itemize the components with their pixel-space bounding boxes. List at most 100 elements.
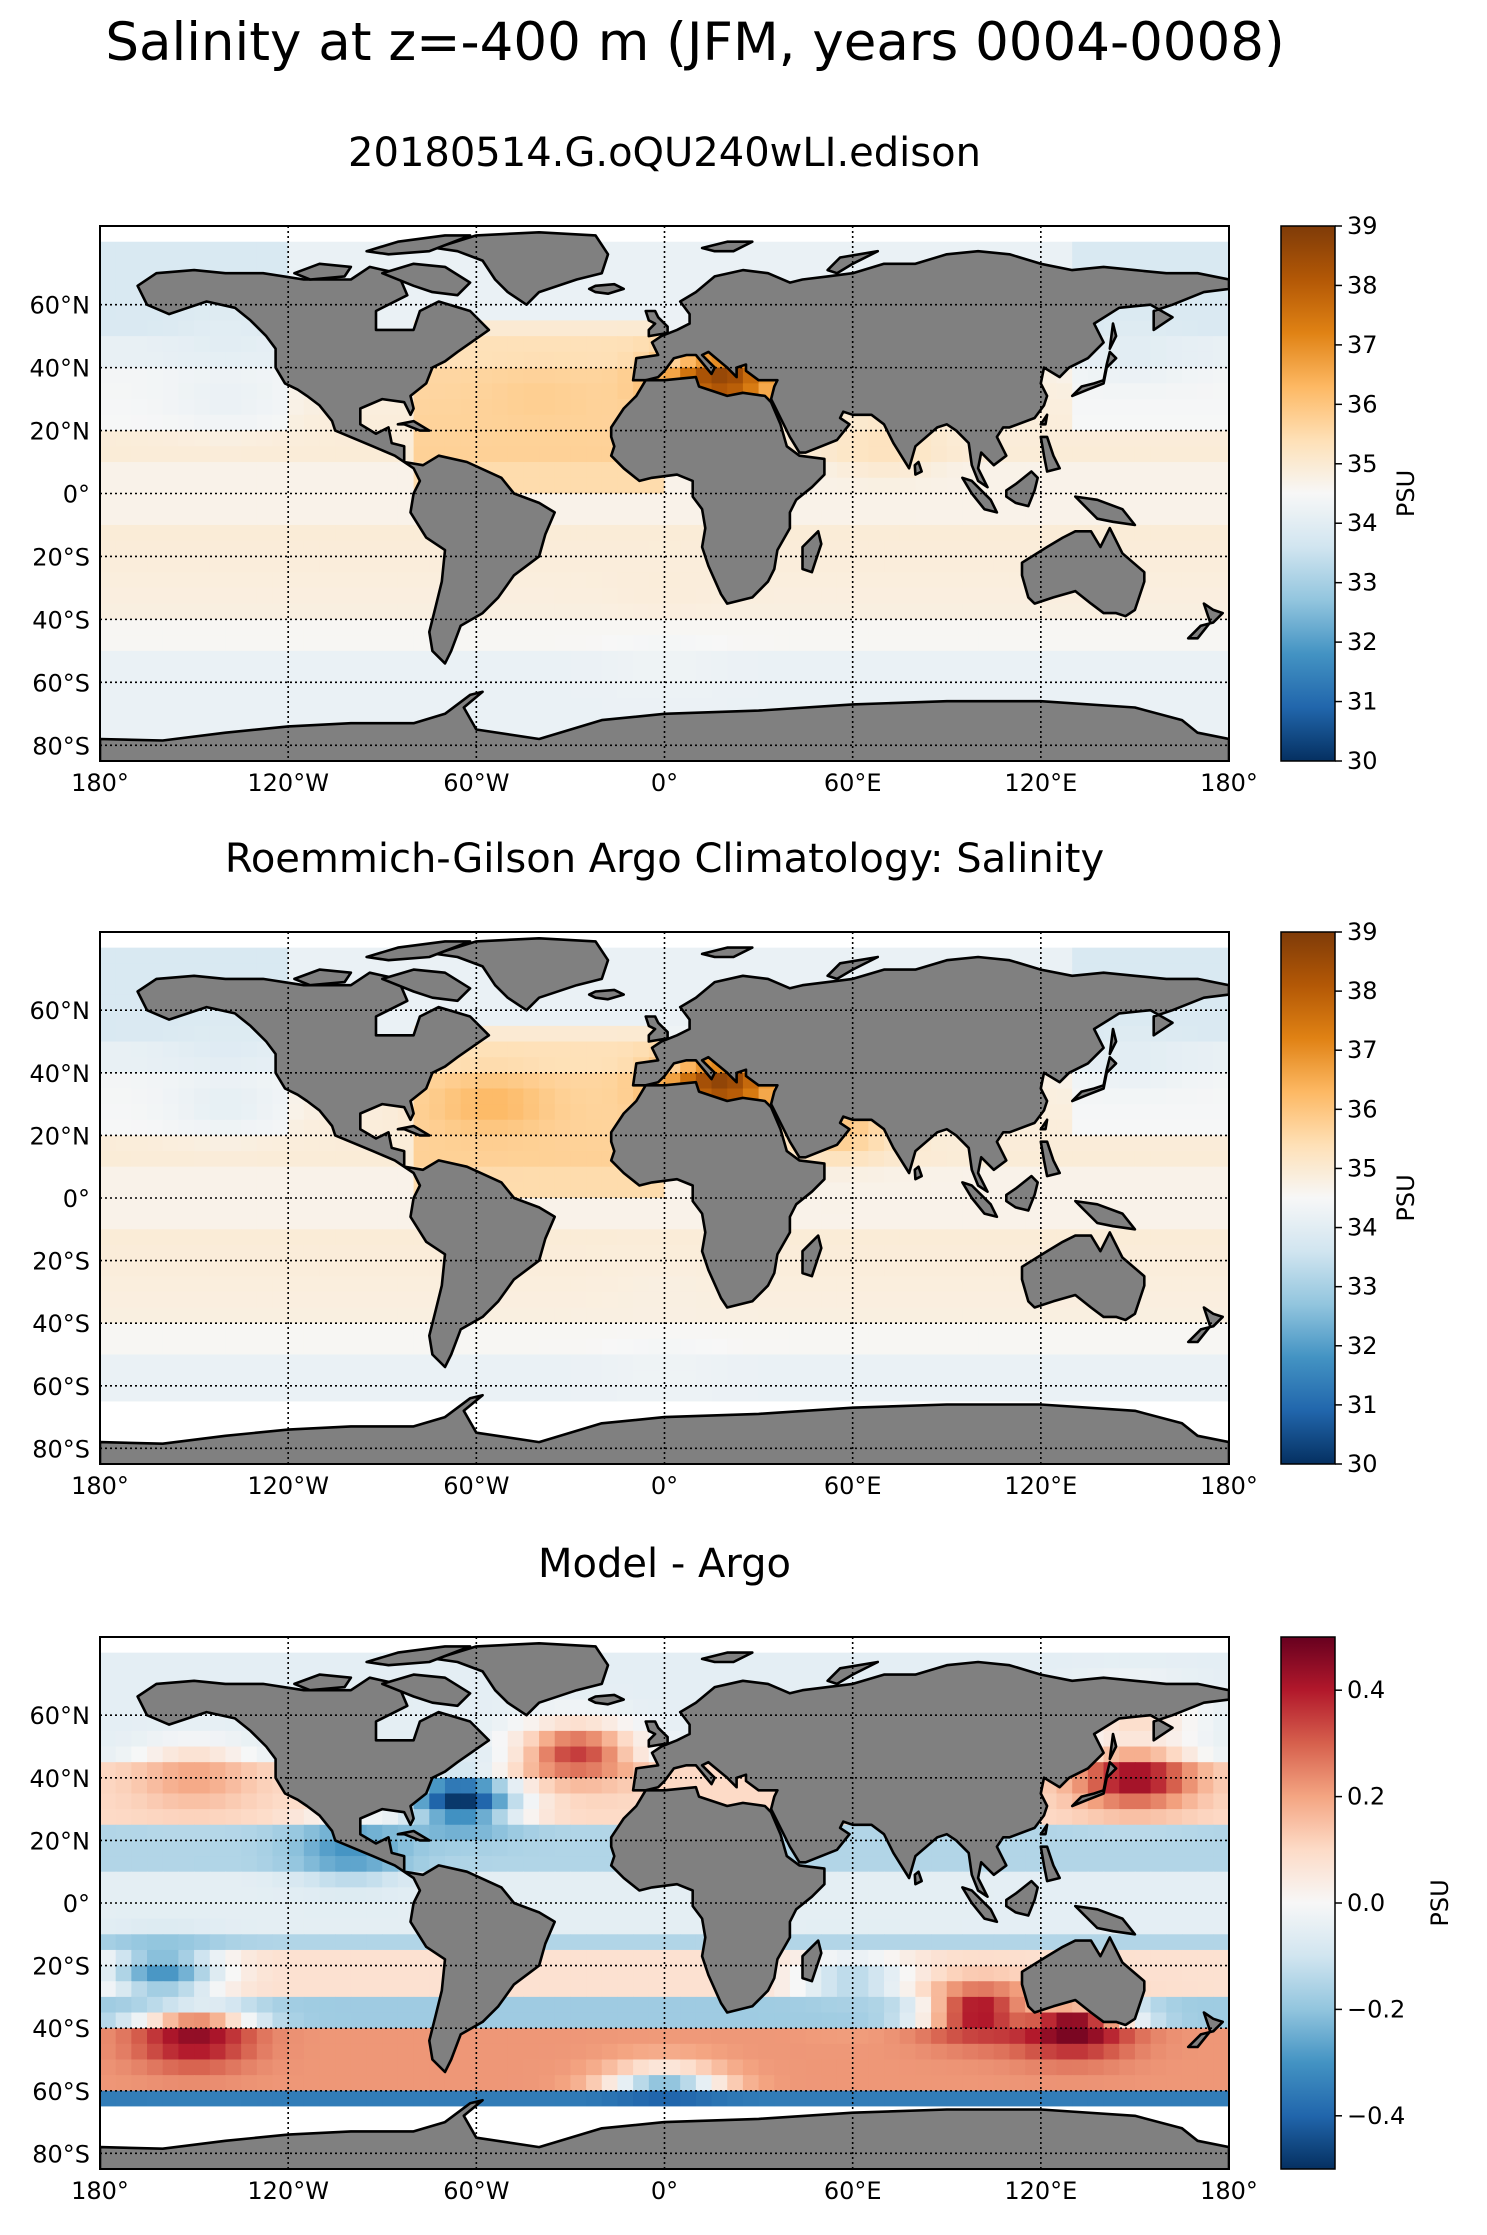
field-cell — [460, 666, 477, 683]
field-cell — [1056, 947, 1073, 964]
field-cell — [444, 367, 462, 384]
field-cell — [1166, 430, 1183, 447]
field-cell — [350, 1370, 368, 1387]
field-cell — [617, 556, 634, 573]
field-cell — [648, 1323, 666, 1340]
field-cell — [1103, 430, 1120, 447]
field-cell — [397, 493, 415, 510]
field-cell — [1072, 1104, 1089, 1121]
field-cell — [570, 383, 587, 400]
field-cell — [1025, 1370, 1042, 1387]
field-cell — [523, 1291, 540, 1309]
field-cell — [131, 650, 148, 668]
field-cell — [115, 713, 132, 731]
field-cell — [178, 1338, 195, 1356]
field-cell — [539, 1385, 556, 1403]
field-cell — [617, 698, 634, 715]
field-cell — [131, 1166, 148, 1183]
field-cell — [1197, 1119, 1214, 1137]
field-cell — [350, 947, 368, 964]
field-cell — [288, 241, 305, 259]
field-cell — [852, 540, 869, 558]
field-cell — [1150, 540, 1167, 558]
field-cell — [256, 619, 274, 636]
field-cell — [805, 241, 822, 259]
field-cell — [915, 1182, 932, 1199]
field-cell — [1150, 446, 1167, 463]
field-cell — [946, 1182, 964, 1199]
field-cell — [429, 399, 446, 416]
field-cell — [272, 1323, 289, 1340]
field-cell — [429, 1385, 446, 1403]
field-cell — [303, 1198, 321, 1215]
lat-tick-label: 20°N — [30, 418, 91, 446]
field-cell — [852, 603, 869, 620]
field-cell — [492, 713, 509, 731]
field-cell — [288, 524, 305, 542]
field-cell — [100, 682, 117, 699]
field-cell — [852, 1291, 869, 1309]
field-cell — [884, 619, 901, 636]
field-cell — [1072, 399, 1089, 416]
field-cell — [178, 603, 195, 620]
field-cell — [539, 556, 556, 573]
field-cell — [727, 619, 744, 636]
field-cell — [1197, 462, 1214, 479]
field-cell — [554, 556, 572, 573]
field-cell — [1040, 619, 1058, 636]
land-greenland — [434, 936, 610, 1012]
field-cell — [899, 1291, 916, 1309]
colorbar-tick-label: 39 — [1347, 212, 1378, 240]
field-cell — [335, 1385, 352, 1403]
field-cell — [413, 540, 430, 558]
field-cell — [319, 477, 336, 495]
field-cell — [1150, 241, 1167, 259]
field-cell — [288, 1198, 305, 1215]
field-cell — [523, 367, 540, 384]
field-cell — [147, 1338, 164, 1356]
field-cell — [852, 635, 869, 652]
field-cell — [256, 414, 274, 432]
field-cell — [586, 666, 603, 683]
field-cell — [225, 1323, 242, 1340]
field-cell — [115, 367, 132, 384]
field-cell — [382, 1338, 399, 1356]
field-cell — [1040, 1182, 1058, 1199]
field-cell — [1166, 572, 1183, 589]
field-cell — [570, 556, 587, 573]
field-cell — [131, 1057, 148, 1074]
field-cell — [617, 1307, 634, 1324]
field-cell — [586, 1291, 603, 1309]
field-cell — [570, 587, 587, 605]
field-cell — [570, 304, 587, 322]
field-cell — [1166, 947, 1183, 964]
field-cell — [774, 619, 791, 636]
field-cell — [147, 1041, 164, 1058]
field-cell — [931, 572, 948, 589]
field-cell — [429, 414, 446, 432]
field-cell — [1213, 1338, 1229, 1356]
field-cell — [115, 1244, 132, 1262]
field-cell — [570, 650, 587, 668]
field-cell — [899, 1276, 916, 1293]
field-cell — [162, 241, 180, 259]
field-cell — [601, 1385, 619, 1403]
field-cell — [680, 257, 697, 274]
field-cell — [695, 666, 713, 683]
field-cell — [711, 1385, 728, 1403]
field-cell — [539, 1291, 556, 1309]
field-cell — [836, 635, 854, 652]
field-cell — [1150, 477, 1167, 495]
field-cell — [366, 1260, 383, 1277]
field-cell — [868, 509, 885, 526]
field-cell — [100, 650, 117, 668]
field-cell — [382, 399, 399, 416]
field-cell — [178, 650, 195, 668]
field-cell — [147, 556, 164, 573]
field-cell — [554, 1072, 572, 1090]
field-cell — [570, 462, 587, 479]
field-cell — [256, 587, 274, 605]
field-cell — [100, 1057, 117, 1074]
field-cell — [601, 1213, 619, 1230]
field-cell — [570, 635, 587, 652]
